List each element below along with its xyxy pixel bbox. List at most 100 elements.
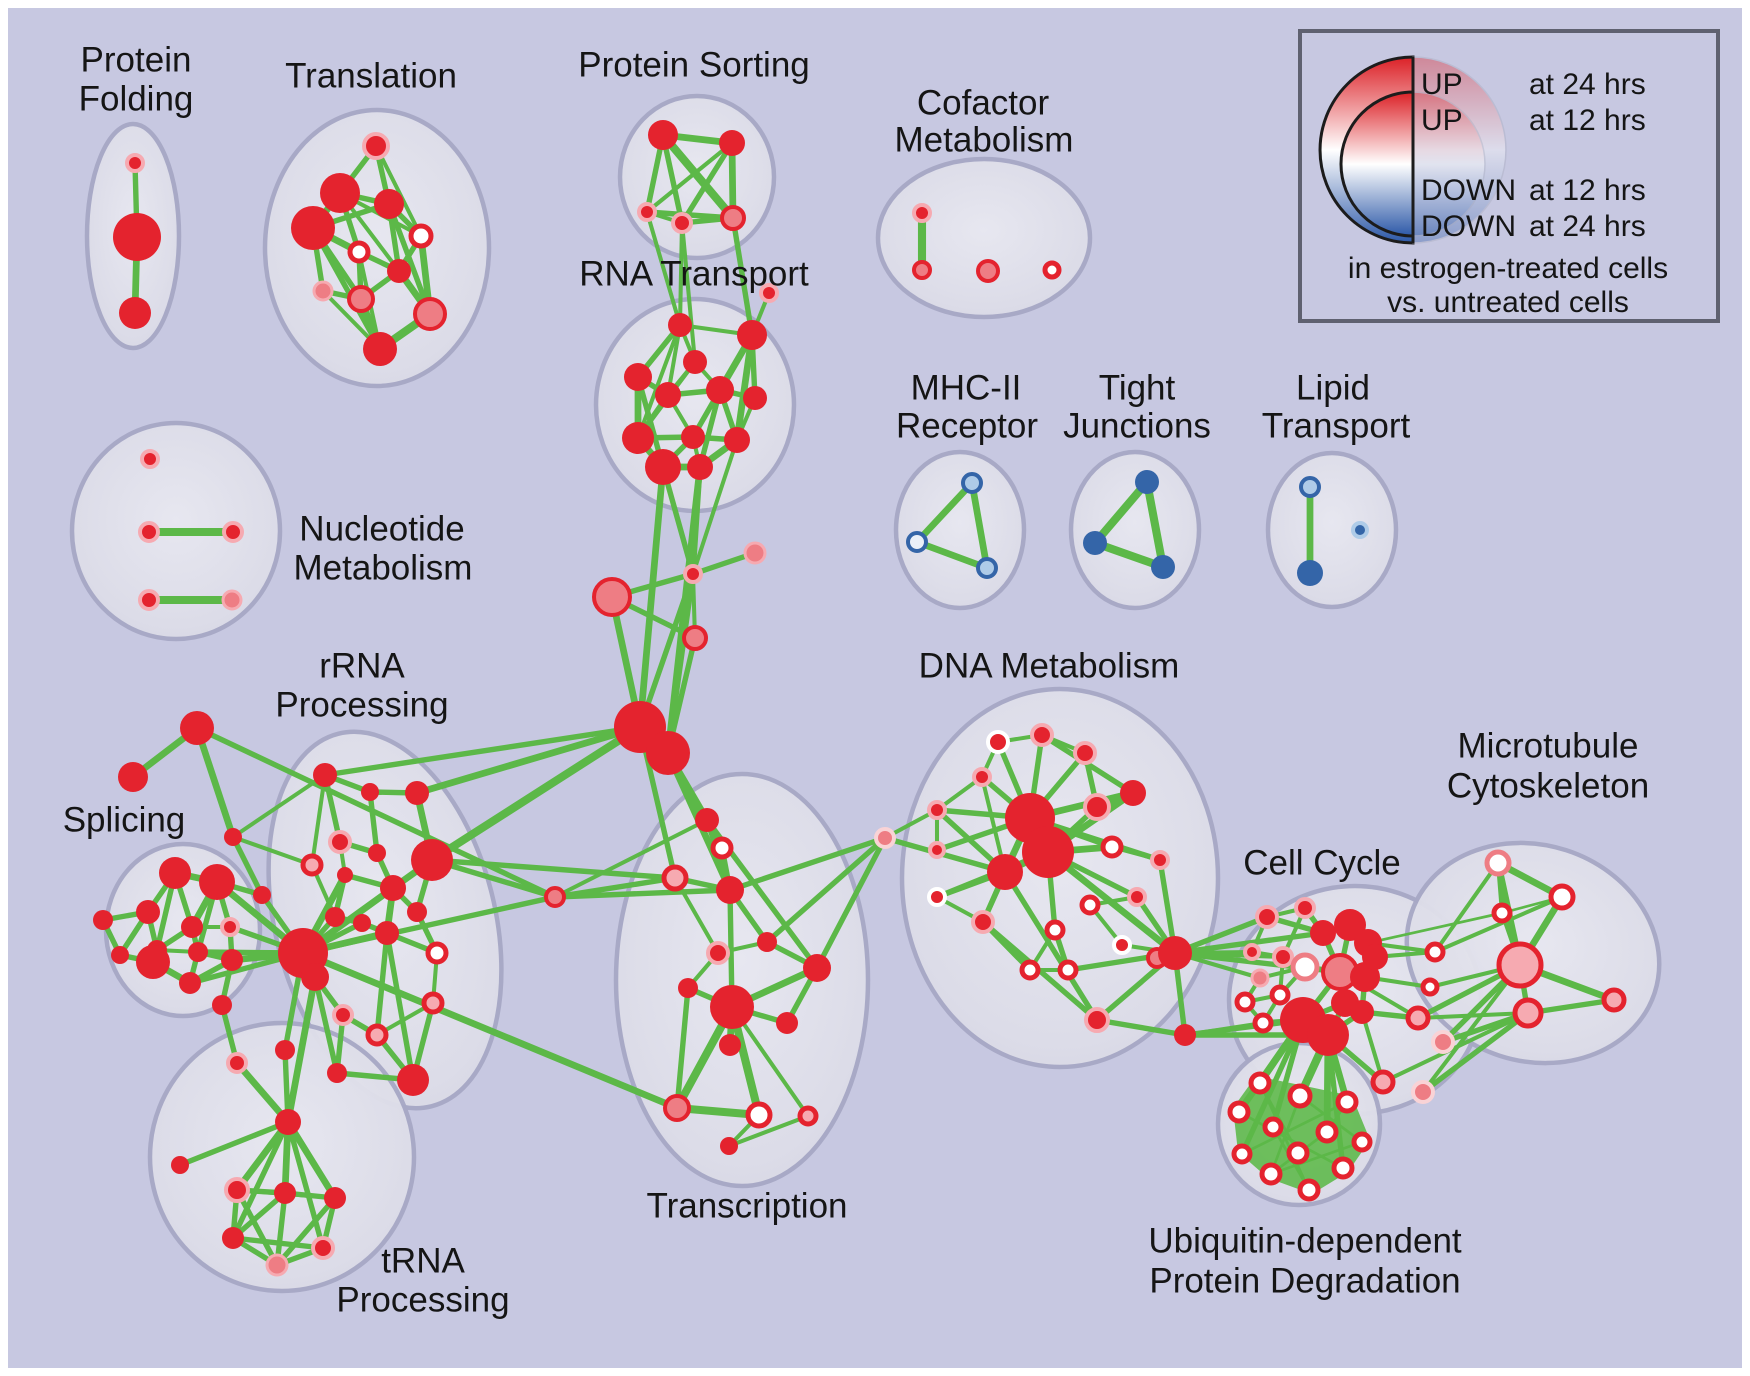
node-ringwhite: [1248, 1071, 1272, 1095]
node-solid: [181, 916, 203, 938]
cluster-ellipse-cofactor-metabolism: [875, 156, 1093, 320]
edge: [729, 1004, 811, 1119]
legend-caption: in estrogen-treated cells: [1348, 252, 1668, 285]
node-solid: [180, 711, 214, 745]
cluster-ellipse-tight-junctions: [1068, 449, 1202, 611]
node-bluering: [961, 472, 983, 494]
edge: [429, 857, 558, 900]
node-pinkrim: [138, 589, 160, 611]
node-ringwhite: [347, 240, 371, 264]
node-ringpink: [1405, 1005, 1431, 1031]
cluster-label-trna-processing: tRNA: [381, 1241, 465, 1280]
edge: [658, 130, 738, 223]
cluster-ellipse-lipid-transport: [1265, 450, 1399, 610]
legend-time-label: at 12 hrs: [1529, 174, 1646, 207]
node-whiterim: [1112, 935, 1132, 955]
node-pinkhalo: [874, 827, 896, 849]
node-solid: [776, 1012, 798, 1034]
node-solid: [224, 828, 242, 846]
edge: [660, 132, 685, 226]
node-pinkrim: [759, 283, 779, 303]
edge: [635, 322, 683, 441]
node-ringwhite: [1269, 984, 1291, 1006]
node-solid: [1022, 826, 1074, 878]
node-solid: [325, 907, 345, 927]
edge: [636, 463, 667, 731]
node-solid: [159, 857, 191, 889]
cluster-label-protein-folding: Protein: [81, 40, 192, 79]
node-ringpink: [797, 1105, 819, 1127]
node-solid: [681, 425, 705, 449]
node-solid: [188, 942, 208, 962]
node-ringwhite: [1287, 1083, 1313, 1109]
node-ringpink: [421, 991, 445, 1015]
edge: [882, 835, 1008, 875]
edge: [664, 463, 704, 757]
node-solid: [221, 949, 243, 971]
edge: [230, 834, 315, 868]
node-pink: [312, 280, 334, 302]
node-bluesolid: [1135, 470, 1159, 494]
node-solid: [171, 1156, 189, 1174]
edge: [1240, 1100, 1349, 1156]
cluster-label-splicing: Splicing: [63, 800, 186, 839]
node-solid: [327, 1063, 347, 1083]
node-solid: [212, 995, 232, 1015]
node-pinkcore: [720, 205, 746, 231]
node-solid: [136, 900, 160, 924]
node-solid: [1120, 780, 1146, 806]
cluster-label-cofactor-metabolism: Metabolism: [895, 120, 1074, 159]
cluster-label-cofactor-metabolism: Cofactor: [917, 83, 1050, 122]
edge: [233, 1118, 292, 1194]
node-solid: [646, 731, 690, 775]
legend-direction-label: DOWN: [1421, 174, 1516, 207]
node-ringwhite: [1297, 1178, 1321, 1202]
node-solid: [119, 297, 151, 329]
node-solid: [361, 783, 379, 801]
node-pinkrim: [1073, 741, 1097, 765]
node-solid: [380, 875, 406, 901]
node-ringwhite: [1019, 959, 1041, 981]
legend-caption: vs. untreated cells: [1387, 286, 1629, 319]
node-solid: [648, 120, 678, 150]
edge: [1094, 1017, 1188, 1038]
node-ringwhite: [1331, 1156, 1355, 1180]
node-solid: [1362, 944, 1388, 970]
node-ringpink: [1512, 997, 1544, 1029]
node-pinkrim: [362, 132, 390, 160]
node-solid: [291, 206, 335, 250]
node-pinkrim: [972, 767, 992, 787]
cluster-ellipse-transcription: [613, 771, 871, 1189]
edge: [230, 772, 328, 840]
node-pinkrim: [140, 449, 160, 469]
edge: [1432, 894, 1565, 955]
node-solid: [683, 350, 707, 374]
node-pinkrim: [1083, 793, 1111, 821]
node-pinkrim: [1294, 897, 1316, 919]
node-solid: [375, 921, 399, 945]
node-solid: [757, 932, 777, 952]
node-pinkrim: [222, 521, 244, 543]
node-solid: [374, 189, 404, 219]
node-ringwhite: [1262, 1116, 1284, 1138]
node-ringwhite: [1057, 959, 1079, 981]
edge: [373, 143, 424, 239]
node-pinkrim: [912, 203, 932, 223]
node-ringwhite: [1491, 902, 1513, 924]
edge: [285, 1119, 326, 1251]
node-ringwhite: [1252, 1012, 1274, 1034]
node-pinkcore: [976, 259, 1000, 283]
edge: [552, 817, 710, 900]
node-solid: [113, 213, 161, 261]
cluster-label-rrna-processing: Processing: [275, 685, 448, 724]
node-ringwhite: [425, 941, 449, 965]
node-ringwhite: [1351, 1131, 1373, 1153]
edge: [284, 1118, 339, 1202]
node-pinkcore: [682, 625, 708, 651]
node-solid: [301, 963, 329, 991]
node-solid: [710, 985, 754, 1029]
node-solid: [118, 762, 148, 792]
node-pinkcore: [663, 1094, 691, 1122]
edge: [1269, 1140, 1364, 1176]
